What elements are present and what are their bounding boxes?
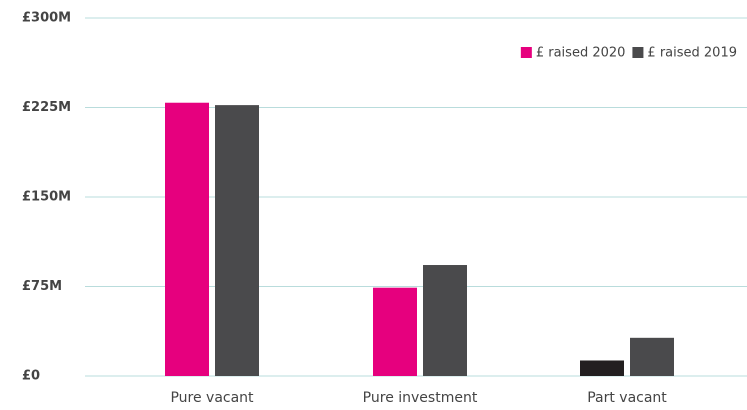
y-tick-label: £150M [22,190,71,205]
x-tick-label: Part vacant [587,390,667,406]
bar [580,360,624,376]
x-tick-label: Pure vacant [170,390,254,406]
legend-swatch [632,47,644,58]
y-tick-label: £225M [22,100,71,115]
legend-swatch [520,47,532,58]
y-tick-label: £0 [22,369,40,384]
bar [630,337,674,376]
x-tick-label: Pure investment [363,390,478,406]
bar [165,102,209,376]
bar [423,265,467,376]
legend-label: £ raised 2019 [647,46,737,61]
legend-label: £ raised 2020 [536,46,626,61]
y-tick-label: £300M [22,11,71,26]
bar [215,105,259,376]
bar [373,287,417,376]
y-tick-label: £75M [22,279,62,294]
